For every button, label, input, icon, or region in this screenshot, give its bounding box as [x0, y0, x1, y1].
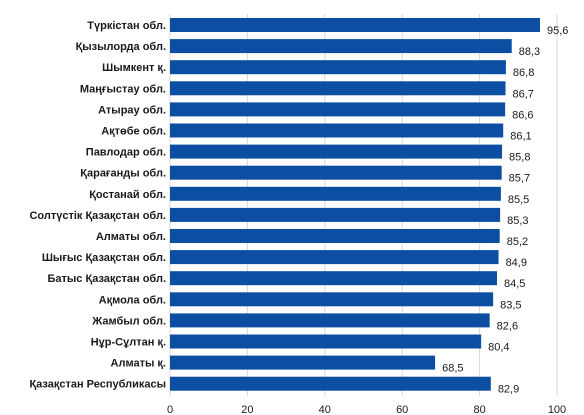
category-label: Павлодар обл. [86, 147, 166, 159]
value-label: 86,1 [510, 131, 531, 143]
bar [170, 39, 512, 54]
category-label: Нұр-Сұлтан қ. [91, 337, 166, 349]
category-label: Атырау обл. [98, 104, 166, 116]
category-label: Жамбыл обл. [91, 315, 166, 327]
value-label: 85,2 [507, 236, 528, 248]
category-label: Қарағанды обл. [80, 168, 166, 180]
category-label: Шығыс Қазақстан обл. [42, 252, 166, 264]
category-label: Түркістан обл. [87, 20, 166, 32]
x-tick-label: 80 [473, 404, 485, 415]
x-tick-label: 100 [548, 404, 566, 415]
value-label: 82,6 [497, 320, 518, 332]
bar [170, 18, 540, 32]
category-label: Алматы обл. [96, 231, 166, 243]
bar [170, 355, 436, 370]
grid-lines [169, 14, 558, 396]
category-labels: Түркістан обл. Қызылорда обл. Шымкент қ. Ма… [29, 20, 166, 391]
bar [170, 186, 501, 201]
value-label: 84,9 [506, 257, 527, 269]
bars [170, 18, 540, 391]
value-label: 68,5 [442, 363, 463, 375]
category-label: Батыс Қазақстан обл. [48, 273, 167, 285]
value-labels: 95,6 88,3 86,8 86,7 86,6 86,1 85,8 85,7 85,5 85,3… [442, 25, 568, 396]
category-label: Ақтөбе обл. [101, 126, 166, 138]
x-tick-label: 60 [396, 404, 408, 415]
value-label: 86,8 [513, 67, 534, 79]
value-label: 80,4 [488, 342, 509, 354]
bar [170, 207, 501, 222]
category-label: Алматы қ. [111, 358, 166, 370]
category-label: Ақмола обл. [99, 294, 166, 306]
value-label: 85,3 [507, 215, 528, 227]
category-label: Маңғыстау обл. [80, 83, 166, 95]
value-label: 95,6 [547, 25, 568, 37]
bar [170, 229, 500, 243]
bar [170, 165, 502, 180]
bar [170, 102, 506, 117]
x-axis-tick-labels: 0 20 40 60 80 100 [167, 404, 566, 415]
bar [170, 81, 506, 96]
bar [170, 313, 490, 328]
bar [170, 334, 482, 349]
value-label: 82,9 [498, 384, 519, 396]
category-label: Қазақстан Республикасы [29, 379, 166, 391]
bar [170, 376, 491, 391]
value-label: 85,7 [509, 173, 530, 185]
bar [170, 123, 504, 138]
x-tick-label: 0 [167, 404, 173, 415]
bar [170, 271, 498, 286]
bar [170, 144, 503, 159]
value-label: 85,8 [509, 152, 530, 164]
category-label: Шымкент қ. [102, 62, 166, 74]
x-tick-label: 40 [319, 404, 331, 415]
value-label: 86,6 [512, 109, 533, 121]
value-label: 84,5 [504, 278, 525, 290]
value-label: 85,5 [508, 194, 529, 206]
value-label: 83,5 [500, 299, 521, 311]
category-label: Солтүстік Қазақстан обл. [29, 210, 166, 222]
bar [170, 60, 506, 75]
bar [170, 292, 494, 307]
bar [170, 250, 499, 265]
x-tick-label: 20 [241, 404, 253, 415]
category-label: Қызылорда обл. [76, 41, 166, 53]
value-label: 88,3 [519, 46, 540, 58]
value-label: 86,7 [513, 88, 534, 100]
category-label: Қостанай обл. [89, 189, 166, 201]
